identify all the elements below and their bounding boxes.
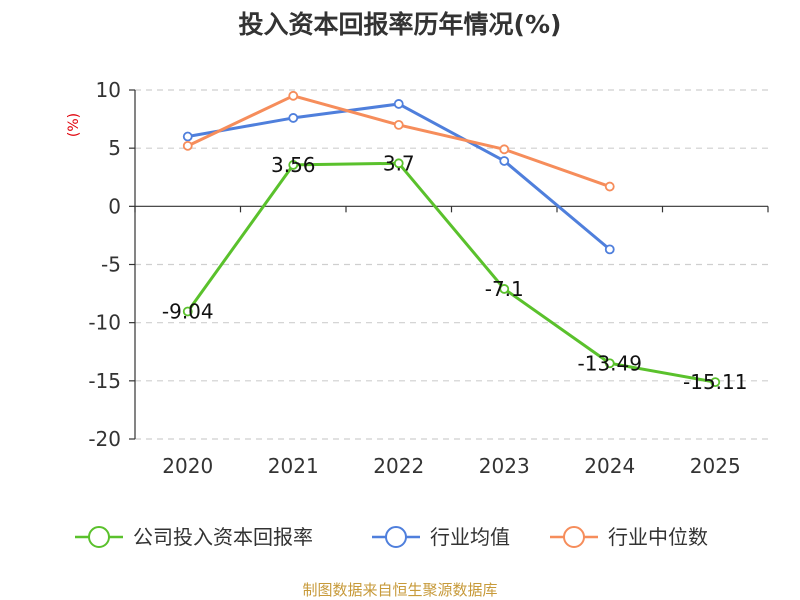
series-2 [182,99,615,255]
series-lines [182,90,721,388]
x-tick-label: 2020 [162,454,213,478]
legend-marker [563,526,585,548]
chart-title: 投入资本回报率历年情况(%) [239,10,562,39]
y-tick-label: 5 [108,136,121,160]
x-tick-label: 2024 [584,454,635,478]
y-tick-label: -10 [88,311,121,335]
data-label: -9.04 [162,299,214,323]
legend: 公司投入资本回报率 行业均值 行业中位数 [75,525,708,549]
legend-item-2: 行业均值 [372,525,510,549]
data-point [393,120,404,130]
data-point [604,358,615,369]
data-point [710,377,721,388]
y-tick-label: -15 [88,369,121,393]
data-point [604,181,615,192]
data-point [182,306,193,317]
legend-marker [88,526,110,548]
legend-marker [385,526,407,548]
x-tick-label: 2021 [268,454,319,478]
data-point [393,99,404,109]
data-label: -7.1 [485,277,524,301]
series-3 [182,90,615,192]
y-tick-label: -20 [88,427,121,451]
data-point [288,90,299,101]
legend-item-3: 行业中位数 [550,525,708,549]
y-tick-label: 10 [96,78,121,102]
legend-label: 公司投入资本回报率 [133,525,313,549]
data-point [182,140,193,151]
data-point [288,160,299,170]
data-point [393,158,404,169]
series-line [186,161,716,384]
data-point [499,156,510,166]
legend-item-1: 公司投入资本回报率 [75,525,313,549]
data-point [182,131,193,142]
legend-label: 行业中位数 [608,525,708,549]
y-axis-unit-label: (%) [66,113,82,137]
y-tick-label: -5 [101,253,121,277]
x-tick-label: 2023 [479,454,530,478]
data-point [288,113,299,123]
source-note: 制图数据来自恒生聚源数据库 [302,581,497,599]
legend-label: 行业均值 [430,525,510,549]
data-label: -13.49 [578,351,642,375]
gridlines [135,89,768,440]
x-tick-label: 2022 [373,454,424,478]
axes: 10 5 0 -5 -10 -15 -20 2020 2021 2022 2023 2024 2025 [88,78,769,478]
y-tick-label: 0 [108,194,121,218]
data-point [499,284,510,294]
series-1 [182,158,721,388]
data-label: 3.7 [383,151,415,175]
data-label: -15.11 [683,370,747,394]
x-tick-label: 2025 [690,454,741,478]
data-labels: -9.04 3.56 3.7 -7.1 -13.49 -15.11 [162,151,748,394]
data-label: 3.56 [271,153,316,177]
data-point [499,144,510,155]
data-point [604,244,615,255]
